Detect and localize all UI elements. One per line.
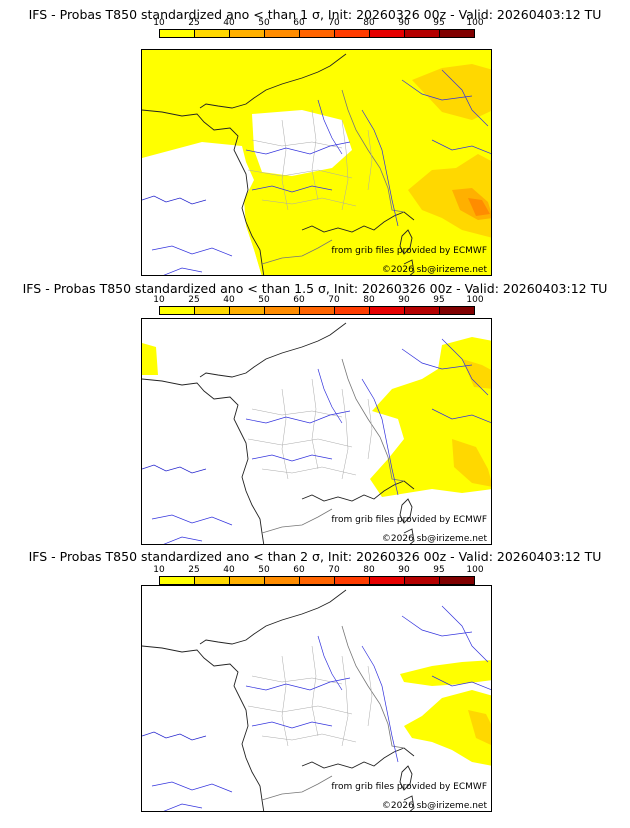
- legend-tick-60: 60: [293, 18, 305, 28]
- panel-title: IFS - Probas T850 standardized ano < tha…: [28, 549, 602, 564]
- clear-area-2: [142, 184, 262, 275]
- legend-tick-90: 90: [398, 18, 410, 28]
- legend-swatch-50-60: [265, 577, 300, 584]
- color-legend: 10 25 40 50 60 70 80 90 95 100: [0, 295, 630, 321]
- probability-area-10-25: [400, 660, 491, 766]
- legend-tick-100: 100: [466, 565, 484, 575]
- legend-tick-95: 95: [433, 295, 445, 305]
- legend-tick-70: 70: [328, 18, 340, 28]
- probability-area-25-40: [452, 359, 491, 487]
- probability-area-10-25: [142, 337, 491, 497]
- legend-tick-10: 10: [153, 565, 165, 575]
- legend-tick-70: 70: [328, 565, 340, 575]
- legend-swatch-80-90: [370, 30, 405, 37]
- legend-swatch-10-25: [160, 577, 195, 584]
- color-bar: [159, 576, 475, 585]
- probability-area-25-40: [468, 710, 491, 746]
- legend-swatch-40-50: [230, 307, 265, 314]
- legend-tick-40: 40: [223, 295, 235, 305]
- legend-swatch-95-100: [440, 577, 474, 584]
- color-bar: [159, 306, 475, 315]
- legend-tick-50: 50: [258, 295, 270, 305]
- legend-swatch-90-95: [405, 577, 440, 584]
- forecast-panel-2: IFS - Probas T850 standardized ano < tha…: [0, 277, 630, 547]
- legend-tick-40: 40: [223, 18, 235, 28]
- color-legend: 10 25 40 50 60 70 80 90 95 100: [0, 18, 630, 44]
- credit-site: ©2026 sb@irizeme.net: [381, 801, 487, 811]
- legend-swatch-60-70: [300, 577, 335, 584]
- legend-swatch-25-40: [195, 307, 230, 314]
- legend-tick-80: 80: [363, 18, 375, 28]
- legend-swatch-80-90: [370, 577, 405, 584]
- legend-tick-40: 40: [223, 565, 235, 575]
- legend-tick-10: 10: [153, 18, 165, 28]
- legend-swatch-25-40: [195, 30, 230, 37]
- forecast-panel-1: IFS - Probas T850 standardized ano < tha…: [0, 0, 630, 278]
- legend-tick-60: 60: [293, 295, 305, 305]
- legend-swatch-95-100: [440, 307, 474, 314]
- legend-tick-80: 80: [363, 565, 375, 575]
- legend-swatch-70-80: [335, 30, 370, 37]
- color-bar: [159, 29, 475, 38]
- legend-tick-80: 80: [363, 295, 375, 305]
- legend-tick-25: 25: [188, 565, 200, 575]
- legend-swatch-80-90: [370, 307, 405, 314]
- credit-source: from grib files provided by ECMWF: [331, 782, 487, 792]
- legend-tick-10: 10: [153, 295, 165, 305]
- forecast-panel-3: IFS - Probas T850 standardized ano < tha…: [0, 547, 630, 828]
- map-canvas: [142, 50, 491, 275]
- probability-area-50-60: [468, 198, 490, 216]
- credit-site: ©2026 sb@irizeme.net: [381, 265, 487, 275]
- probability-map: from grib files provided by ECMWF ©2026 …: [141, 49, 492, 276]
- legend-swatch-40-50: [230, 577, 265, 584]
- legend-swatch-10-25: [160, 30, 195, 37]
- legend-tick-90: 90: [398, 565, 410, 575]
- probability-map: from grib files provided by ECMWF ©2026 …: [141, 585, 492, 812]
- legend-swatch-25-40: [195, 577, 230, 584]
- legend-tick-50: 50: [258, 565, 270, 575]
- legend-tick-60: 60: [293, 565, 305, 575]
- legend-tick-90: 90: [398, 295, 410, 305]
- panel-title: IFS - Probas T850 standardized ano < tha…: [22, 281, 608, 296]
- probability-map: from grib files provided by ECMWF ©2026 …: [141, 318, 492, 545]
- credit-source: from grib files provided by ECMWF: [331, 246, 487, 256]
- legend-tick-95: 95: [433, 18, 445, 28]
- panel-title: IFS - Probas T850 standardized ano < tha…: [28, 7, 602, 22]
- legend-tick-50: 50: [258, 18, 270, 28]
- color-legend: 10 25 40 50 60 70 80 90 95 100: [0, 565, 630, 591]
- map-canvas: [142, 589, 491, 811]
- legend-swatch-50-60: [265, 30, 300, 37]
- legend-tick-25: 25: [188, 18, 200, 28]
- legend-swatch-70-80: [335, 307, 370, 314]
- map-canvas: [142, 322, 491, 544]
- legend-tick-95: 95: [433, 565, 445, 575]
- legend-swatch-40-50: [230, 30, 265, 37]
- credit-source: from grib files provided by ECMWF: [331, 515, 487, 525]
- legend-swatch-95-100: [440, 30, 474, 37]
- legend-swatch-90-95: [405, 307, 440, 314]
- legend-swatch-60-70: [300, 30, 335, 37]
- legend-tick-100: 100: [466, 18, 484, 28]
- legend-tick-25: 25: [188, 295, 200, 305]
- legend-swatch-90-95: [405, 30, 440, 37]
- legend-tick-100: 100: [466, 295, 484, 305]
- legend-swatch-60-70: [300, 307, 335, 314]
- legend-swatch-70-80: [335, 577, 370, 584]
- credit-site: ©2026 sb@irizeme.net: [381, 534, 487, 544]
- legend-tick-70: 70: [328, 295, 340, 305]
- legend-swatch-50-60: [265, 307, 300, 314]
- legend-swatch-10-25: [160, 307, 195, 314]
